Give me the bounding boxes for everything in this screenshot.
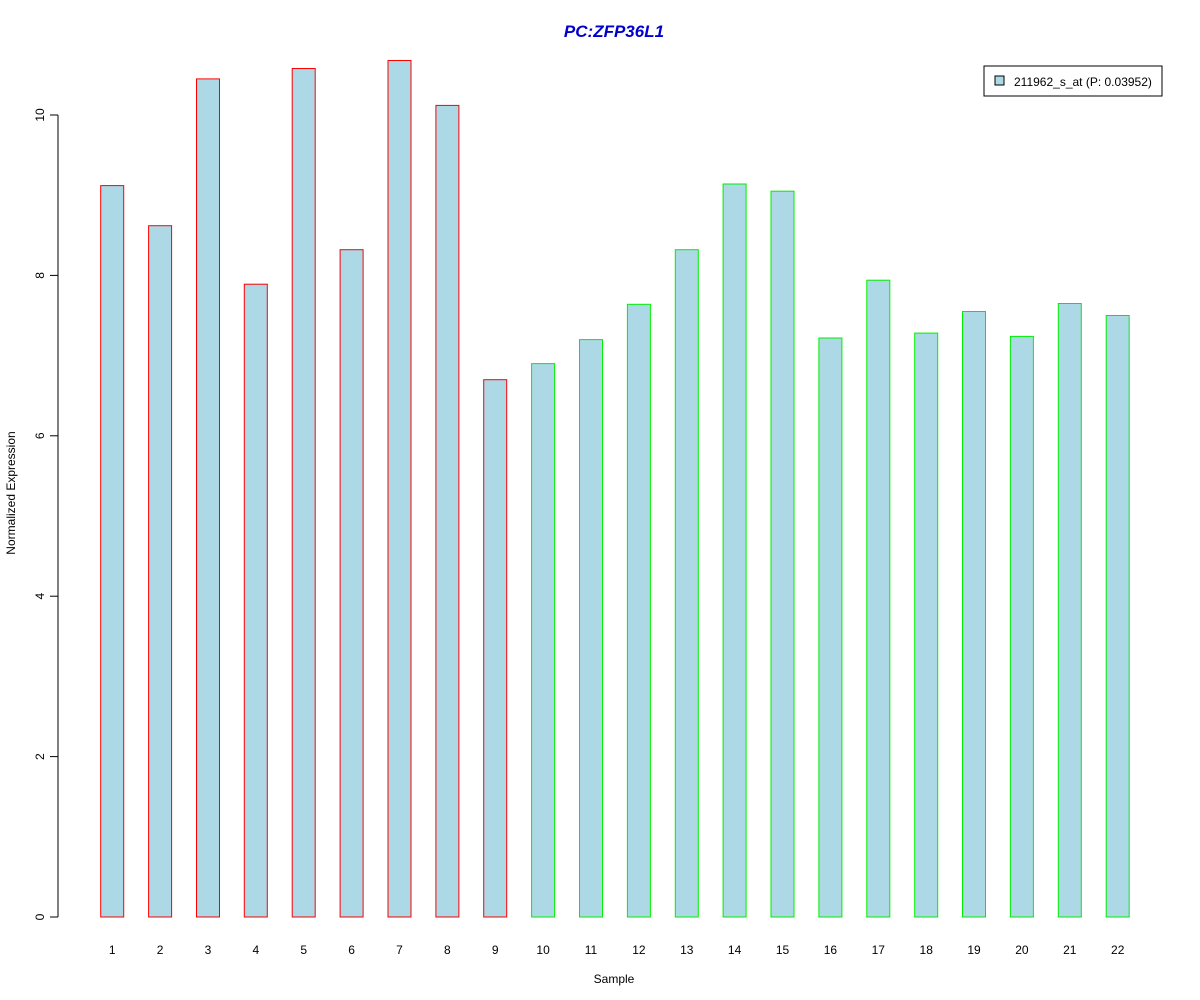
y-tick-label: 8 bbox=[33, 272, 47, 279]
legend-box bbox=[983, 65, 1163, 97]
x-tick-label: 18 bbox=[920, 943, 934, 957]
x-tick-label: 14 bbox=[728, 943, 742, 957]
legend: 211962_s_at (P: 0.03952) bbox=[983, 65, 1163, 97]
y-tick-label: 4 bbox=[33, 593, 47, 600]
legend-entry: 211962_s_at (P: 0.03952) bbox=[1014, 75, 1152, 89]
bar-sample-16 bbox=[818, 337, 843, 918]
bar-sample-18 bbox=[914, 332, 939, 918]
bar-sample-3 bbox=[196, 78, 220, 918]
x-tick-label: 6 bbox=[348, 943, 355, 957]
bar-sample-11 bbox=[579, 339, 603, 918]
bar-sample-10 bbox=[531, 363, 556, 918]
bar-group bbox=[100, 60, 1130, 918]
x-tick-label: 15 bbox=[776, 943, 790, 957]
bar-sample-4 bbox=[243, 283, 268, 918]
bar-sample-1 bbox=[100, 185, 125, 918]
x-tick-label: 1 bbox=[109, 943, 116, 957]
x-tick-labels: 1 2 3 4 5 6 7 8 9 10 11 12 13 14 15 16 17 18 19 20 21 22 bbox=[109, 943, 1125, 957]
x-tick-label: 11 bbox=[585, 943, 598, 957]
bar-sample-9 bbox=[483, 379, 508, 918]
x-tick-label: 19 bbox=[967, 943, 981, 957]
x-tick-label: 17 bbox=[872, 943, 886, 957]
bar-sample-21 bbox=[1057, 303, 1082, 918]
bar-sample-14 bbox=[722, 183, 747, 918]
y-axis-label: Normalized Expression bbox=[4, 431, 18, 554]
x-tick-label: 4 bbox=[252, 943, 259, 957]
chart-title: PC:ZFP36L1 bbox=[564, 22, 664, 41]
bar-sample-5 bbox=[291, 68, 316, 918]
x-tick-label: 16 bbox=[824, 943, 838, 957]
x-tick-label: 20 bbox=[1015, 943, 1029, 957]
x-tick-label: 13 bbox=[680, 943, 694, 957]
legend-swatch bbox=[994, 75, 1005, 86]
x-axis-label: Sample bbox=[594, 972, 635, 986]
bar-sample-13 bbox=[674, 249, 699, 918]
bar-sample-22 bbox=[1105, 315, 1130, 918]
x-tick-label: 2 bbox=[157, 943, 164, 957]
x-tick-label: 5 bbox=[300, 943, 307, 957]
bar-sample-8 bbox=[435, 104, 460, 918]
x-tick-label: 7 bbox=[396, 943, 403, 957]
bar-sample-12 bbox=[626, 303, 651, 918]
x-tick-label: 10 bbox=[536, 943, 550, 957]
bar-sample-15 bbox=[770, 190, 795, 918]
bar-sample-19 bbox=[962, 311, 986, 918]
x-tick-label: 22 bbox=[1111, 943, 1125, 957]
x-tick-label: 9 bbox=[492, 943, 499, 957]
bar-sample-6 bbox=[339, 249, 364, 918]
x-tick-label: 21 bbox=[1063, 943, 1077, 957]
y-tick-label: 10 bbox=[33, 108, 47, 122]
y-tick-label: 0 bbox=[33, 913, 47, 920]
x-tick-label: 12 bbox=[632, 943, 646, 957]
bar-sample-7 bbox=[387, 60, 412, 918]
bar-sample-17 bbox=[866, 279, 891, 918]
bar-sample-20 bbox=[1009, 335, 1034, 918]
x-tick-label: 3 bbox=[205, 943, 212, 957]
y-tick-label: 6 bbox=[33, 432, 47, 439]
y-axis: 0 2 4 6 8 10 bbox=[33, 108, 59, 920]
y-tick-label: 2 bbox=[33, 753, 47, 760]
x-tick-label: 8 bbox=[444, 943, 451, 957]
bar-sample-2 bbox=[148, 225, 173, 918]
